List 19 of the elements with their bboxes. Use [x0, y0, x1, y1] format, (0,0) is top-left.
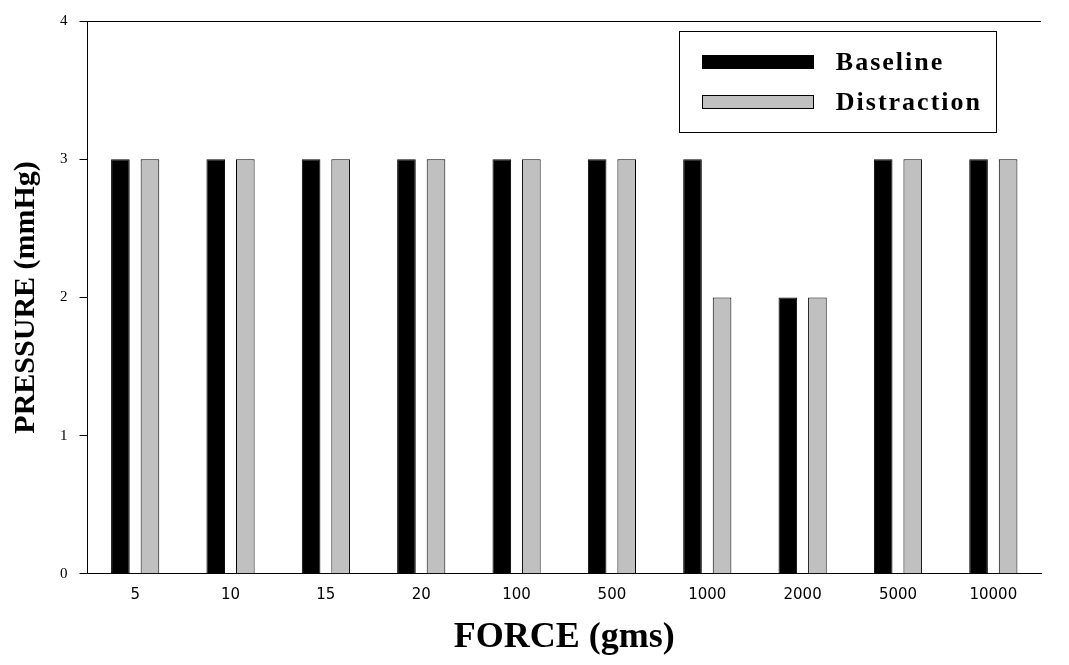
x-axis-title: FORCE (gms): [453, 614, 675, 655]
x-tick-label: 10000: [969, 584, 1018, 603]
x-tick-label: 15: [316, 584, 336, 603]
x-tick-label: 100: [502, 584, 531, 603]
x-tick-label: 5000: [878, 584, 918, 603]
x-tick-label: 5: [130, 584, 140, 603]
x-tick-label: 2000: [783, 584, 822, 603]
x-tick-label: 1000: [688, 584, 727, 603]
y-axis-title: PRESSURE (mmHg): [6, 161, 41, 434]
y-tick-label: 3: [60, 150, 68, 167]
legend-label: Baseline: [835, 47, 945, 77]
x-tick-label: 500: [597, 584, 627, 603]
y-tick-label: 2: [60, 288, 68, 305]
x-tick-label: 10: [220, 584, 241, 603]
y-tick-label: 4: [60, 11, 68, 28]
x-tick-label: 20: [411, 584, 431, 603]
y-tick-label: 1: [60, 426, 68, 443]
y-tick-label: 0: [60, 564, 68, 581]
legend-label: Distraction: [835, 87, 982, 117]
